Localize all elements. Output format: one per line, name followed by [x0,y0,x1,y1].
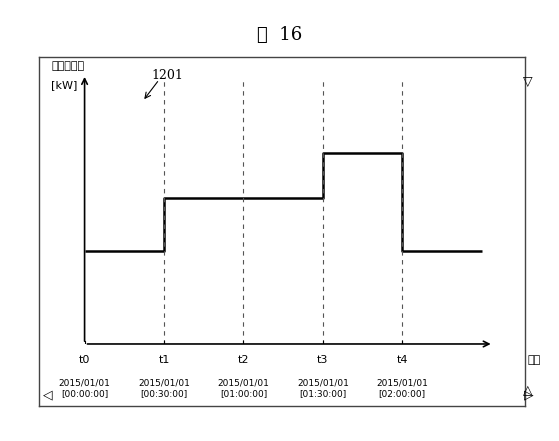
Text: 1201: 1201 [151,69,184,82]
Text: t0: t0 [79,355,90,365]
Text: 2015/01/01
[02:00:00]: 2015/01/01 [02:00:00] [376,378,428,398]
Text: [kW]: [kW] [51,80,78,90]
Text: 2015/01/01
[01:30:00]: 2015/01/01 [01:30:00] [297,378,349,398]
Text: ▷: ▷ [523,388,533,401]
Text: ▽: ▽ [523,75,533,88]
Text: 時間: 時間 [527,355,541,365]
Text: t4: t4 [396,355,408,365]
Text: 2015/01/01
[01:00:00]: 2015/01/01 [01:00:00] [217,378,269,398]
Text: 2015/01/01
[00:00:00]: 2015/01/01 [00:00:00] [59,378,111,398]
Text: t2: t2 [238,355,249,365]
Text: 図  16: 図 16 [257,26,302,45]
Text: t1: t1 [158,355,170,365]
Text: 計画予備力: 計画予備力 [51,61,84,71]
Text: 2015/01/01
[00:30:00]: 2015/01/01 [00:30:00] [138,378,190,398]
Text: t3: t3 [317,355,329,365]
Text: ◁: ◁ [42,388,53,401]
Text: △: △ [523,384,533,397]
